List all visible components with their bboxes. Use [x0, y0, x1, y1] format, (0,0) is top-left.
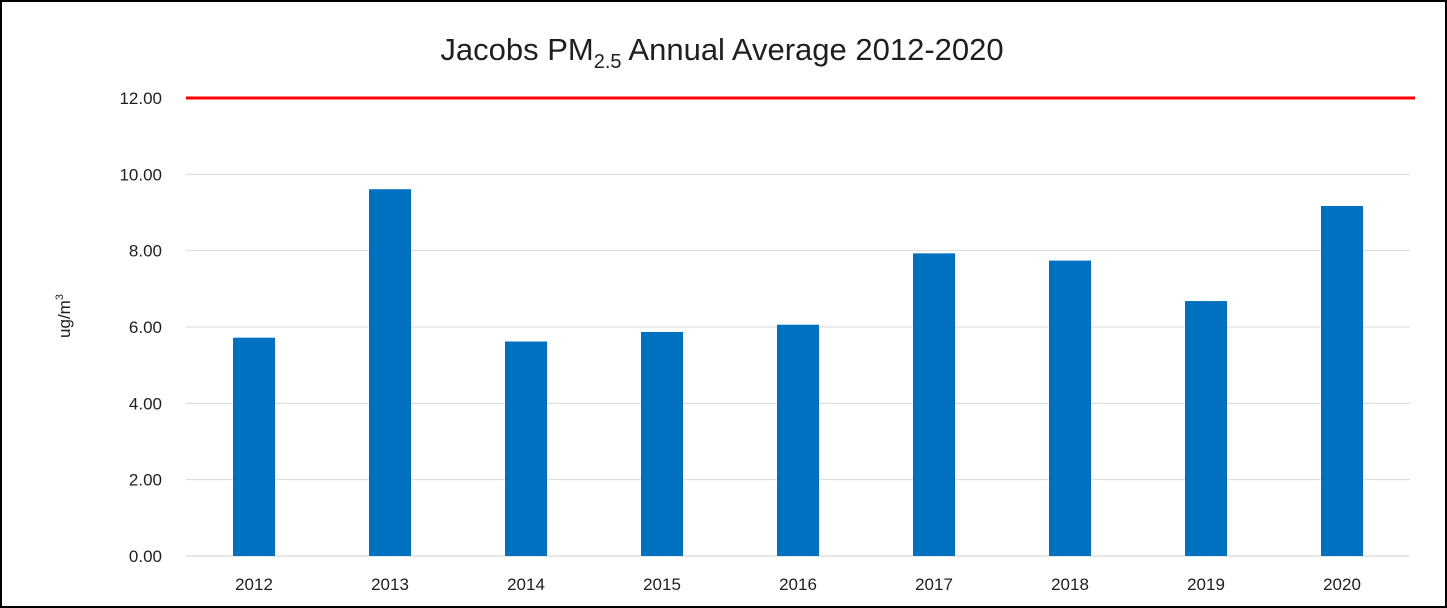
y-tick-label-6.00: 6.00 [129, 318, 162, 337]
chart-title-subscript: 2.5 [594, 51, 622, 73]
x-tick-label-2012: 2012 [235, 575, 273, 594]
x-tick-label-2016: 2016 [779, 575, 817, 594]
bars [233, 189, 1363, 557]
x-tick-label-2018: 2018 [1051, 575, 1089, 594]
y-axis-title: ug/m3 [54, 294, 74, 338]
bar-2017 [913, 253, 955, 557]
x-tick-label-2014: 2014 [507, 575, 545, 594]
x-tick-label-2020: 2020 [1323, 575, 1361, 594]
bar-2012 [233, 337, 275, 556]
chart-title: Jacobs PM2.5 Annual Average 2012-2020 [440, 32, 1003, 73]
x-tick-label-2017: 2017 [915, 575, 953, 594]
y-axis-tick-labels: 0.00 2.00 4.00 6.00 8.00 10.00 12.00 [119, 89, 162, 566]
chart-title-main: Jacobs PM [440, 32, 593, 67]
bar-2018 [1049, 260, 1091, 556]
y-tick-label-8.00: 8.00 [129, 242, 162, 261]
bar-2013 [369, 189, 411, 557]
y-tick-label-0.00: 0.00 [129, 547, 162, 566]
y-tick-label-12.00: 12.00 [119, 89, 162, 108]
y-axis-title-main: ug/m [55, 300, 74, 338]
y-tick-label-10.00: 10.00 [119, 165, 162, 184]
y-tick-label-2.00: 2.00 [129, 471, 162, 490]
bar-2015 [641, 331, 683, 556]
bar-2020 [1321, 206, 1363, 557]
y-tick-label-4.00: 4.00 [129, 394, 162, 413]
chart-title-rest: Annual Average 2012-2020 [622, 32, 1004, 67]
x-axis-tick-labels: 2012 2013 2014 2015 2016 2017 2018 2019 2020 [235, 575, 1361, 594]
bar-2014 [505, 341, 547, 556]
x-tick-label-2015: 2015 [643, 575, 681, 594]
y-axis-title-superscript: 3 [54, 294, 66, 300]
bar-2016 [777, 324, 819, 556]
x-tick-label-2013: 2013 [371, 575, 409, 594]
x-tick-label-2019: 2019 [1187, 575, 1225, 594]
bar-2019 [1185, 301, 1227, 556]
